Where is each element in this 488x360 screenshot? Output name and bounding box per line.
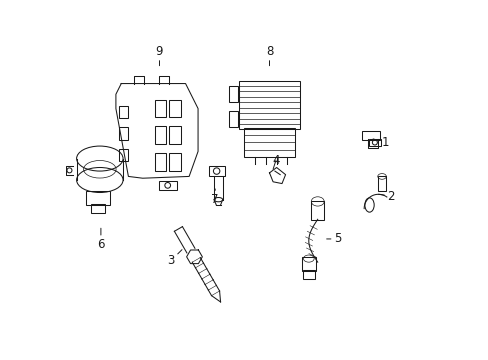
Bar xyxy=(239,81,299,129)
Bar xyxy=(301,257,315,271)
Text: 9: 9 xyxy=(155,45,163,66)
Bar xyxy=(229,111,238,127)
Bar xyxy=(362,131,380,140)
Bar xyxy=(154,100,166,117)
Bar xyxy=(243,128,295,157)
Bar xyxy=(91,204,105,213)
Bar xyxy=(154,153,166,171)
Bar xyxy=(208,166,224,176)
Text: 1: 1 xyxy=(372,136,388,149)
Bar xyxy=(311,201,324,220)
Bar xyxy=(154,126,166,144)
Bar xyxy=(229,86,238,102)
Text: 3: 3 xyxy=(167,249,182,267)
Bar xyxy=(368,139,380,146)
Text: 2: 2 xyxy=(378,190,394,203)
Bar xyxy=(118,149,127,161)
Bar xyxy=(86,191,109,205)
Text: 7: 7 xyxy=(211,189,219,206)
Bar xyxy=(118,106,127,118)
Text: 8: 8 xyxy=(265,45,273,66)
Bar xyxy=(168,126,181,144)
Text: 5: 5 xyxy=(326,233,340,246)
Bar xyxy=(168,100,181,117)
Bar xyxy=(159,181,176,190)
Text: 4: 4 xyxy=(272,154,279,169)
Text: 6: 6 xyxy=(97,228,104,251)
Bar xyxy=(302,270,314,279)
Bar xyxy=(377,176,386,191)
Bar xyxy=(168,153,181,171)
Bar xyxy=(118,127,127,140)
